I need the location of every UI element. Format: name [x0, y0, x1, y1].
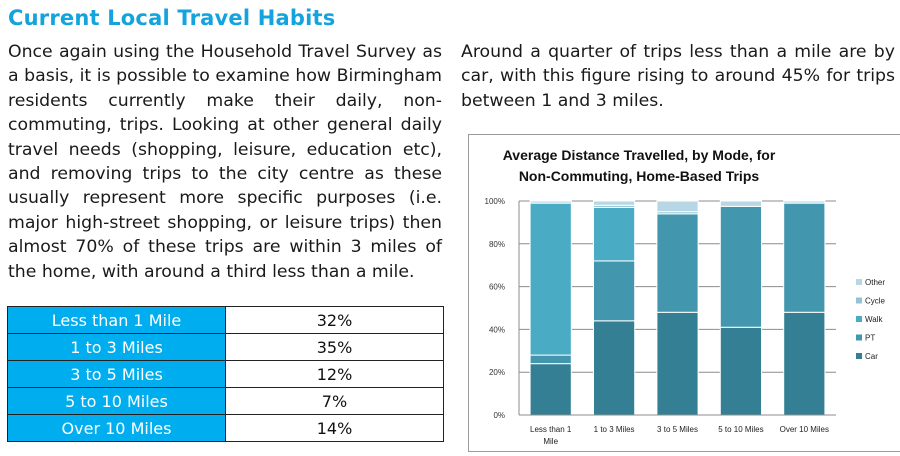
legend-swatch-other	[856, 279, 862, 285]
legend-swatch-cycle	[856, 297, 862, 304]
y-tick-label: 60%	[489, 283, 505, 292]
bar-segment-car	[592, 320, 636, 416]
bar-segment-car	[719, 326, 763, 416]
legend-label-cycle: Cycle	[865, 297, 886, 306]
distance-band-label: 5 to 10 Miles	[7, 387, 226, 415]
table-row: Less than 1 Mile 32%	[7, 306, 444, 334]
legend-label-pt: PT	[865, 334, 875, 343]
distance-band-share: 32%	[225, 306, 444, 334]
bar-segment-other	[529, 200, 572, 204]
x-tick-label: Mile	[543, 437, 558, 446]
y-tick-label: 40%	[489, 325, 505, 334]
bar-segment-pt	[529, 354, 572, 365]
bar-segment-other	[783, 200, 826, 204]
chart-title-line-2: Non-Commuting, Home-Based Trips	[518, 168, 760, 184]
y-tick-label: 20%	[489, 368, 505, 377]
table-row: 1 to 3 Miles 35%	[7, 333, 444, 361]
bar-segment-pt	[656, 213, 699, 313]
bar-segment-pt	[783, 202, 826, 313]
x-tick-label: 1 to 3 Miles	[594, 425, 635, 434]
chart-title: Average Distance Travelled, by Mode, for…	[469, 145, 809, 187]
trip-distance-table: Less than 1 Mile 32% 1 to 3 Miles 35% 3 to 5…	[7, 306, 444, 442]
legend-label-walk: Walk	[865, 315, 883, 324]
table-row: 5 to 10 Miles 7%	[7, 387, 444, 415]
intro-paragraph: Once again using the Household Travel Su…	[8, 42, 442, 282]
distance-band-label: Less than 1 Mile	[7, 306, 226, 334]
legend-label-other: Other	[865, 278, 885, 287]
legend-swatch-walk	[856, 316, 862, 322]
bar-segment-other	[656, 200, 699, 213]
x-tick-label: 5 to 10 Miles	[718, 425, 763, 434]
legend-swatch-pt	[856, 334, 862, 341]
distance-band-label: 3 to 5 Miles	[7, 360, 226, 388]
car-share-paragraph: Around a quarter of trips less than a mi…	[461, 42, 895, 111]
bar-segment-car	[529, 363, 572, 416]
mode-distance-chart: Average Distance Travelled, by Mode, for…	[468, 134, 900, 452]
legend-swatch-car	[856, 353, 862, 359]
x-tick-label: 3 to 5 Miles	[657, 425, 698, 434]
y-tick-label: 0%	[493, 411, 505, 420]
bar-segment-other	[592, 200, 636, 206]
y-tick-label: 100%	[485, 197, 505, 206]
y-tick-label: 80%	[489, 240, 505, 249]
distance-band-label: 1 to 3 Miles	[7, 333, 226, 361]
bar-segment-car	[656, 311, 699, 416]
section-heading: Current Local Travel Habits	[8, 6, 336, 30]
x-tick-label: Over 10 Miles	[780, 425, 829, 434]
distance-band-share: 14%	[225, 414, 444, 442]
chart-title-line-1: Average Distance Travelled, by Mode, for	[502, 147, 776, 163]
bar-segment-pt	[592, 260, 636, 322]
table-row: 3 to 5 Miles 12%	[7, 360, 444, 388]
x-tick-label: Less than 1	[530, 425, 572, 434]
bar-segment-car	[783, 311, 826, 416]
table-row: Over 10 Miles 14%	[7, 414, 444, 442]
legend-label-car: Car	[865, 352, 878, 361]
bar-segment-other	[719, 200, 763, 207]
bar-segment-pt	[719, 205, 763, 328]
bar-segment-walk	[592, 206, 636, 262]
chart-plot: 0% 20% 40% 60% 80% 100% Less than 1 Mile 1 to 3 …	[485, 197, 886, 446]
bar-segment-walk	[529, 202, 572, 356]
distance-band-share: 35%	[225, 333, 444, 361]
distance-band-share: 7%	[225, 387, 444, 415]
distance-band-label: Over 10 Miles	[7, 414, 226, 442]
distance-band-share: 12%	[225, 360, 444, 388]
